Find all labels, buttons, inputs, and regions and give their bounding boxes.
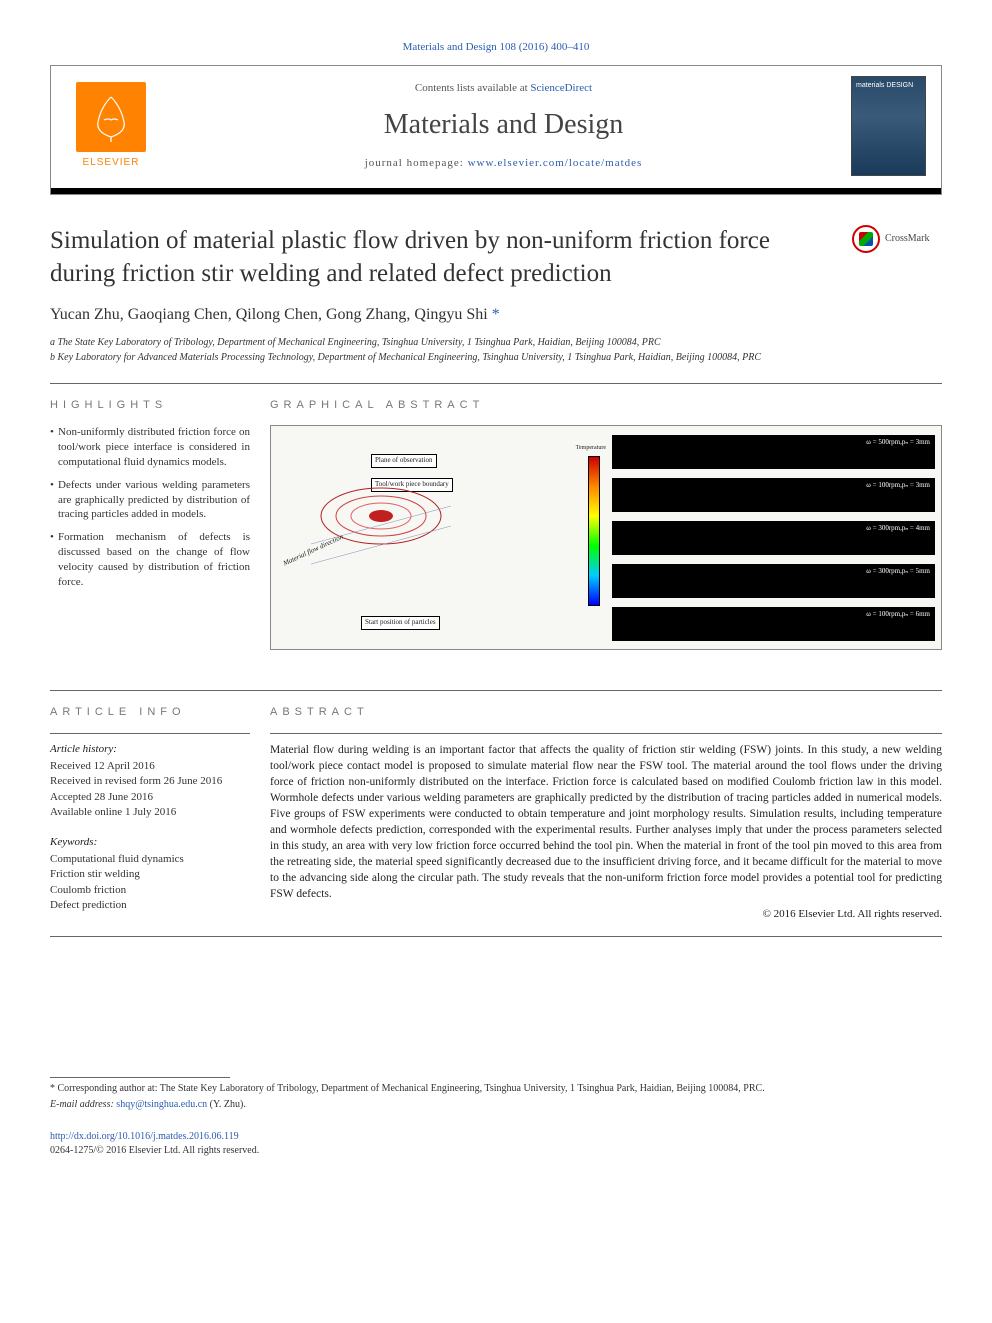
contents-line: Contents lists available at ScienceDirec…: [156, 81, 851, 96]
homepage-line: journal homepage: www.elsevier.com/locat…: [156, 156, 851, 171]
ga-panel-label: ω = 500rpm,pₙ = 3mm: [866, 438, 930, 448]
ga-panel: ω = 100rpm,pₙ = 3mm: [612, 478, 935, 512]
elsevier-tree-icon: [76, 82, 146, 152]
doi-block: http://dx.doi.org/10.1016/j.matdes.2016.…: [50, 1130, 942, 1158]
highlights-heading: HIGHLIGHTS: [50, 398, 250, 413]
rule: [270, 733, 942, 734]
crossmark-button[interactable]: CrossMark: [852, 225, 942, 253]
publisher-logo: ELSEVIER: [66, 76, 156, 176]
copyright-line: © 2016 Elsevier Ltd. All rights reserved…: [270, 907, 942, 922]
corresponding-marker[interactable]: *: [492, 306, 500, 323]
contents-prefix: Contents lists available at: [415, 82, 530, 94]
history-head: Article history:: [50, 742, 250, 757]
corresponding-author-note: * Corresponding author at: The State Key…: [50, 1082, 942, 1096]
ga-swirl-icon: [311, 466, 451, 566]
ga-panel-label: ω = 300rpm,pₙ = 4mm: [866, 524, 930, 534]
online-date: Available online 1 July 2016: [50, 805, 250, 820]
crossmark-label: CrossMark: [885, 232, 929, 246]
crossmark-icon: [852, 225, 880, 253]
ga-panel-label: ω = 100rpm,pₙ = 6mm: [866, 610, 930, 620]
cover-title: materials DESIGN: [852, 77, 925, 95]
header-black-bar: [51, 188, 941, 194]
highlights-list: Non-uniformly distributed friction force…: [50, 425, 250, 589]
author-list: Yucan Zhu, Gaoqiang Chen, Qilong Chen, G…: [50, 304, 942, 326]
publisher-name: ELSEVIER: [83, 156, 140, 170]
ga-panel: ω = 300rpm,pₙ = 4mm: [612, 521, 935, 555]
rule: [50, 690, 942, 691]
keywords-list: Computational fluid dynamics Friction st…: [50, 852, 250, 914]
top-citation: Materials and Design 108 (2016) 400–410: [50, 40, 942, 55]
journal-cover-thumb: materials DESIGN: [851, 76, 926, 176]
highlight-item: Non-uniformly distributed friction force…: [50, 425, 250, 470]
affiliation-a: a The State Key Laboratory of Tribology,…: [50, 335, 942, 350]
keyword: Defect prediction: [50, 898, 250, 913]
footer-rule: [50, 1077, 230, 1078]
article-info-heading: ARTICLE INFO: [50, 705, 250, 720]
ga-panel: ω = 300rpm,pₙ = 5mm: [612, 564, 935, 598]
received-date: Received 12 April 2016: [50, 759, 250, 774]
colorbar-icon: [588, 456, 600, 606]
email-suffix: (Y. Zhu).: [207, 1099, 246, 1110]
ga-label-temp: Temperature: [576, 444, 606, 452]
article-info: Article history: Received 12 April 2016 …: [50, 742, 250, 914]
ga-panel: ω = 500rpm,pₙ = 3mm: [612, 435, 935, 469]
journal-title: Materials and Design: [156, 105, 851, 144]
homepage-prefix: journal homepage:: [365, 157, 468, 169]
footer: * Corresponding author at: The State Key…: [50, 1077, 942, 1158]
email-label: E-mail address:: [50, 1099, 116, 1110]
affiliations: a The State Key Laboratory of Tribology,…: [50, 335, 942, 365]
email-line: E-mail address: shqy@tsinghua.edu.cn (Y.…: [50, 1098, 942, 1112]
affiliation-b: b Key Laboratory for Advanced Materials …: [50, 350, 942, 365]
ga-panel-label: ω = 300rpm,pₙ = 5mm: [866, 567, 930, 577]
graphical-abstract-heading: GRAPHICAL ABSTRACT: [270, 398, 942, 413]
abstract-text: Material flow during welding is an impor…: [270, 742, 942, 903]
homepage-link[interactable]: www.elsevier.com/locate/matdes: [468, 157, 643, 169]
sciencedirect-link[interactable]: ScienceDirect: [530, 82, 592, 94]
doi-link[interactable]: http://dx.doi.org/10.1016/j.matdes.2016.…: [50, 1131, 239, 1142]
highlight-item: Formation mechanism of defects is discus…: [50, 530, 250, 589]
keyword: Computational fluid dynamics: [50, 852, 250, 867]
issn-line: 0264-1275/© 2016 Elsevier Ltd. All right…: [50, 1144, 942, 1158]
article-title: Simulation of material plastic flow driv…: [50, 225, 832, 290]
citation-link[interactable]: Materials and Design 108 (2016) 400–410: [403, 41, 590, 53]
author-names: Yucan Zhu, Gaoqiang Chen, Qilong Chen, G…: [50, 306, 492, 323]
graphical-abstract-figure: Plane of observation Tool/work piece bou…: [270, 425, 942, 650]
keyword: Friction stir welding: [50, 867, 250, 882]
ga-panel: ω = 100rpm,pₙ = 6mm: [612, 607, 935, 641]
abstract-heading: ABSTRACT: [270, 705, 942, 720]
accepted-date: Accepted 28 June 2016: [50, 790, 250, 805]
email-link[interactable]: shqy@tsinghua.edu.cn: [116, 1099, 207, 1110]
highlight-item: Defects under various welding parameters…: [50, 478, 250, 523]
ga-panel-label: ω = 100rpm,pₙ = 3mm: [866, 481, 930, 491]
keywords-head: Keywords:: [50, 835, 250, 850]
rule: [50, 936, 942, 937]
keyword: Coulomb friction: [50, 883, 250, 898]
rule: [50, 733, 250, 734]
revised-date: Received in revised form 26 June 2016: [50, 774, 250, 789]
rule: [50, 383, 942, 384]
journal-header: ELSEVIER Contents lists available at Sci…: [50, 65, 942, 195]
ga-label-start: Start position of particles: [361, 616, 440, 630]
